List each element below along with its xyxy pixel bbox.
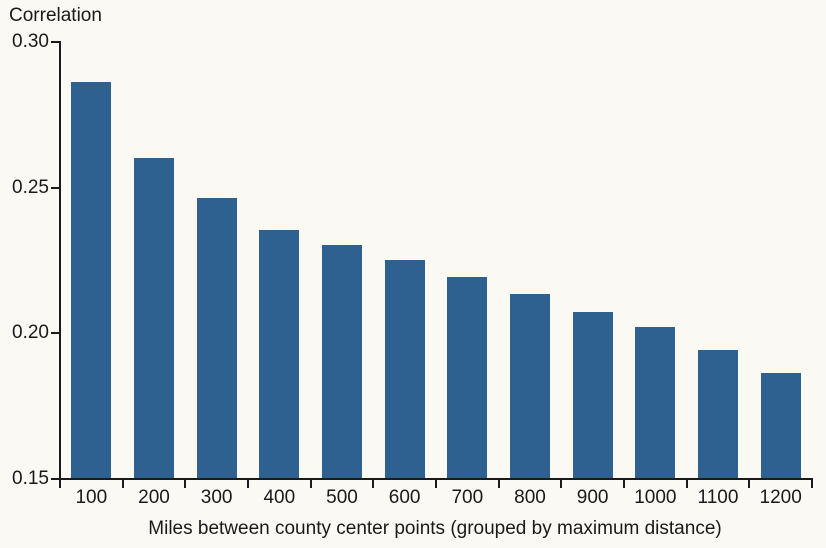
- bar-1100: [698, 349, 738, 478]
- bar-100: [71, 81, 112, 478]
- x-axis-line: [59, 478, 813, 480]
- bar-900: [572, 311, 613, 478]
- x-tick: [623, 480, 625, 488]
- y-tick-label: 0.15: [12, 468, 49, 489]
- y-tick-label: 0.20: [12, 322, 49, 344]
- x-tick-label: 600: [388, 487, 421, 508]
- x-tick-label: 500: [326, 487, 358, 508]
- x-tick: [560, 480, 563, 488]
- bar-600: [384, 259, 425, 478]
- x-tick: [748, 480, 751, 488]
- x-tick: [435, 480, 437, 488]
- x-tick-label: 700: [451, 487, 484, 508]
- y-tick: [51, 332, 59, 335]
- x-tick: [372, 480, 375, 488]
- x-tick: [121, 480, 124, 488]
- x-tick: [247, 480, 249, 488]
- x-tick: [184, 480, 187, 488]
- bar-400: [259, 230, 300, 478]
- bar-200: [134, 157, 174, 478]
- bar-300: [196, 198, 237, 478]
- x-tick-label: 200: [138, 487, 170, 508]
- x-tick: [309, 480, 312, 488]
- bar-1200: [760, 373, 801, 478]
- y-tick: [51, 41, 59, 43]
- chart-title: Correlation: [9, 5, 102, 26]
- x-tick-label: 900: [576, 487, 609, 508]
- y-tick: [51, 478, 59, 480]
- x-axis-title: Miles between county center points (grou…: [148, 518, 722, 539]
- y-tick-label: 0.25: [12, 176, 49, 198]
- x-tick: [497, 480, 500, 488]
- x-tick: [59, 480, 61, 488]
- x-tick-label: 1100: [697, 487, 739, 508]
- x-tick-label: 100: [75, 487, 108, 508]
- bar-500: [322, 244, 362, 478]
- x-tick: [685, 480, 688, 488]
- x-tick: [811, 480, 813, 488]
- y-tick: [51, 186, 59, 189]
- x-tick-label: 1000: [634, 487, 677, 508]
- x-tick-label: 300: [200, 487, 233, 508]
- bar-800: [510, 294, 550, 478]
- bar-1000: [635, 326, 676, 478]
- x-tick-label: 1200: [759, 487, 802, 508]
- y-axis-line: [59, 41, 61, 480]
- x-tick-label: 800: [514, 487, 546, 508]
- x-tick-label: 400: [263, 487, 296, 508]
- y-tick-label: 0.30: [12, 31, 49, 52]
- bar-700: [447, 276, 488, 478]
